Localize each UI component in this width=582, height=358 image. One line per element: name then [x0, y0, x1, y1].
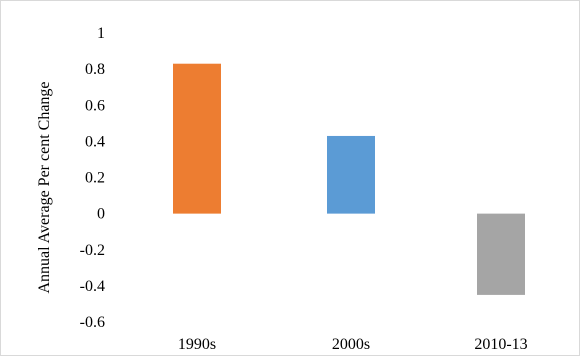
- y-axis-title: Annual Average Per cent Change: [36, 81, 53, 293]
- x-tick-label: 2010-13: [474, 336, 527, 353]
- x-axis-labels: 1990s 2000s 2010-13: [178, 336, 528, 353]
- x-tick-label: 1990s: [178, 336, 216, 353]
- y-tick-label: 0.4: [85, 133, 105, 150]
- y-tick-label: -0.2: [80, 242, 105, 259]
- bars: [173, 63, 525, 295]
- x-tick-label: 2000s: [332, 336, 370, 353]
- y-tick-label: -0.6: [80, 314, 105, 331]
- y-tick-label: 0.8: [85, 61, 105, 78]
- y-tick-label: 1: [97, 25, 105, 42]
- y-tick-label: 0.2: [85, 170, 105, 187]
- y-axis-ticks: 1 0.8 0.6 0.4 0.2 0 -0.2 -0.4 -0.6: [80, 25, 105, 331]
- bar-2000s: [327, 135, 375, 214]
- y-tick-label: -0.4: [80, 278, 105, 295]
- y-tick-label: 0.6: [85, 97, 105, 114]
- bar-2010-13: [477, 213, 525, 295]
- y-tick-label: 0: [97, 206, 105, 223]
- bar-1990s: [173, 63, 221, 214]
